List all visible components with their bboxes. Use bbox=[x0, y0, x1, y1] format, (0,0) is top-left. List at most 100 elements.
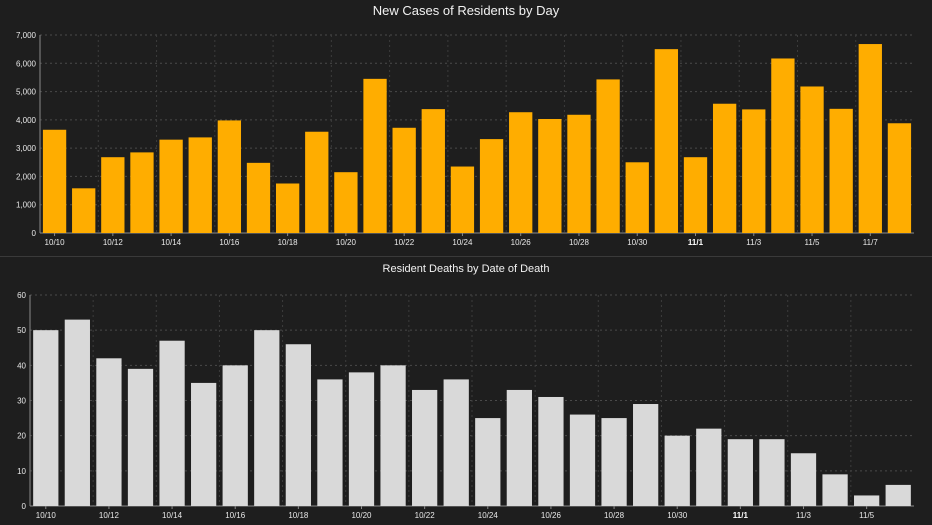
x-tick-label: 10/18 bbox=[278, 238, 299, 247]
x-tick-label: 10/12 bbox=[103, 238, 124, 247]
bar-10-21 bbox=[363, 78, 387, 233]
bar-10-16 bbox=[222, 365, 248, 506]
x-tick-label: 11/5 bbox=[805, 238, 821, 247]
y-tick-label: 3,000 bbox=[16, 144, 37, 153]
bar-10-12 bbox=[101, 157, 125, 233]
bar-10-18 bbox=[285, 344, 311, 506]
bar-10-17 bbox=[246, 162, 271, 233]
bar-10-27 bbox=[538, 119, 562, 233]
y-tick-label: 60 bbox=[17, 291, 26, 300]
x-tick-label: 10/20 bbox=[351, 511, 372, 520]
bar-11-6 bbox=[829, 108, 853, 233]
bar-11-6 bbox=[885, 484, 911, 506]
bar-10-14 bbox=[159, 139, 183, 233]
x-tick-label: 10/30 bbox=[627, 238, 648, 247]
x-tick-label: 10/18 bbox=[288, 511, 309, 520]
bar-11-4 bbox=[822, 474, 848, 506]
bar-10-14 bbox=[159, 340, 185, 506]
bar-10-28 bbox=[601, 418, 627, 506]
bar-11-2 bbox=[759, 439, 785, 506]
deaths-panel: Resident Deaths by Date of Death 0 10 20 30… bbox=[0, 256, 932, 525]
bar-10-26 bbox=[538, 396, 564, 506]
x-tick-label: 10/20 bbox=[336, 238, 357, 247]
bar-11-4 bbox=[771, 58, 795, 233]
bar-11-7 bbox=[858, 44, 882, 234]
new-cases-bar-chart: 0 1,000 2,000 3,000 4,000 5,000 6,000 7,000 10/1… bbox=[16, 31, 914, 247]
bar-10-17 bbox=[254, 330, 280, 506]
bar-10-20 bbox=[348, 372, 375, 506]
bar-11-5 bbox=[854, 495, 880, 506]
x-tick-label: 10/16 bbox=[219, 238, 240, 247]
y-tick-label: 5,000 bbox=[16, 88, 37, 97]
x-tick-label: 10/22 bbox=[415, 511, 436, 520]
new-cases-panel: New Cases of Residents by Day 0 1,000 2,00… bbox=[0, 0, 932, 256]
bar-10-25 bbox=[506, 389, 532, 506]
y-tick-label: 0 bbox=[32, 229, 37, 238]
bar-10-21 bbox=[380, 365, 406, 506]
x-tick-label: 11/5 bbox=[859, 511, 875, 520]
x-tick-label: 10/22 bbox=[394, 238, 415, 247]
bar-11-1 bbox=[727, 439, 753, 506]
bar-10-11 bbox=[72, 188, 96, 233]
bar-10-19 bbox=[317, 379, 343, 506]
y-tick-label: 40 bbox=[17, 361, 26, 370]
y-tick-label: 20 bbox=[17, 432, 26, 441]
x-tick-label: 11/1 bbox=[688, 238, 704, 247]
y-tick-label: 2,000 bbox=[16, 172, 37, 181]
y-tick-label: 4,000 bbox=[16, 116, 37, 125]
y-tick-label: 6,000 bbox=[16, 59, 37, 68]
bar-10-24 bbox=[450, 166, 475, 233]
bar-10-31 bbox=[654, 49, 679, 234]
x-tick-label: 10/28 bbox=[569, 238, 590, 247]
bar-11-5 bbox=[800, 86, 824, 233]
bar-10-24 bbox=[475, 418, 501, 506]
x-tick-label: 11/7 bbox=[863, 238, 879, 247]
bar-10-10 bbox=[33, 330, 59, 506]
x-tick-label: 10/14 bbox=[161, 238, 182, 247]
y-tick-label: 7,000 bbox=[16, 31, 37, 40]
deaths-chart-title: Resident Deaths by Date of Death bbox=[382, 263, 550, 275]
bar-10-18 bbox=[275, 183, 300, 233]
deaths-bar-chart: 0 10 20 30 40 50 60 10/10 10/12 10/14 10/16 10/18 10… bbox=[17, 291, 914, 520]
bar-10-13 bbox=[130, 152, 154, 233]
bar-10-12 bbox=[96, 358, 122, 506]
x-tick-label: 10/12 bbox=[99, 511, 120, 520]
x-tick-label: 10/26 bbox=[541, 511, 562, 520]
new-cases-chart-title: New Cases of Residents by Day bbox=[372, 3, 560, 18]
bar-10-29 bbox=[633, 404, 659, 506]
bar-11-1 bbox=[683, 157, 708, 233]
bar-10-31 bbox=[696, 428, 722, 506]
bar-10-22 bbox=[392, 127, 416, 233]
bar-10-30 bbox=[664, 435, 690, 506]
x-tick-label: 10/30 bbox=[667, 511, 688, 520]
bar-10-15 bbox=[188, 137, 212, 233]
x-tick-label: 10/24 bbox=[452, 238, 473, 247]
bar-10-23 bbox=[421, 109, 445, 233]
x-tick-label: 11/3 bbox=[746, 238, 762, 247]
x-tick-label: 10/10 bbox=[45, 238, 66, 247]
x-tick-label: 11/3 bbox=[796, 511, 812, 520]
x-tick-label: 10/28 bbox=[604, 511, 625, 520]
bar-10-25 bbox=[479, 139, 504, 233]
y-tick-label: 10 bbox=[17, 467, 26, 476]
bar-11-3 bbox=[742, 109, 766, 233]
bar-10-30 bbox=[625, 162, 649, 233]
bar-11-3 bbox=[790, 453, 817, 506]
bar-10-20 bbox=[334, 172, 358, 233]
bar-10-27 bbox=[569, 414, 596, 506]
bar-10-15 bbox=[191, 382, 217, 506]
y-tick-label: 1,000 bbox=[16, 201, 37, 210]
x-tick-label: 10/24 bbox=[478, 511, 499, 520]
bar-10-16 bbox=[217, 120, 242, 233]
y-tick-label: 0 bbox=[22, 502, 27, 511]
bar-10-13 bbox=[127, 368, 154, 506]
y-tick-label: 50 bbox=[17, 326, 26, 335]
bar-10-26 bbox=[509, 112, 533, 233]
bar-11-8 bbox=[887, 123, 912, 233]
bar-10-11 bbox=[64, 319, 90, 506]
x-tick-label: 10/26 bbox=[511, 238, 532, 247]
x-tick-label: 10/16 bbox=[225, 511, 246, 520]
x-tick-label: 10/10 bbox=[36, 511, 57, 520]
x-tick-label: 10/14 bbox=[162, 511, 183, 520]
